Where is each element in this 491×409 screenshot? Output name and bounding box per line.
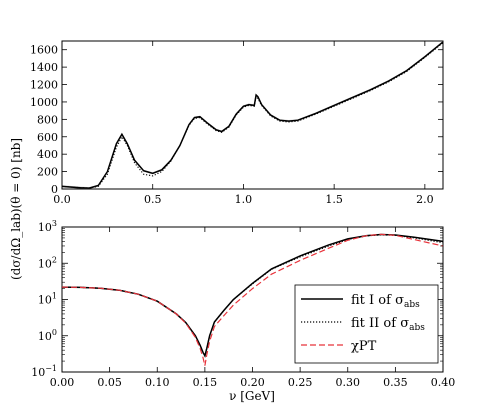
bottom-series-group [61, 233, 444, 366]
legend-label: fit I of σabs [351, 293, 420, 310]
top-x-tick-label: 1.0 [235, 193, 253, 206]
x-axis-title: ν [GeV] [229, 389, 275, 403]
bottom-y-tick-label: 10−1 [31, 364, 57, 379]
bottom-y-tick-label: 100 [38, 328, 57, 343]
bottom-y-tick-label: 103 [38, 219, 57, 234]
bottom-x-ticks: 0.00 0.05 0.10 0.15 0.20 0.25 0.30 0.35 0.40 [50, 227, 456, 389]
top-y-tick-label: 0 [51, 183, 58, 196]
top-y-tick-label: 200 [37, 166, 58, 179]
bottom-x-tick-label: 0.20 [240, 376, 265, 389]
top-y-tick-label: 1400 [30, 61, 58, 74]
bottom-x-tick-label: 0.05 [97, 376, 122, 389]
bottom-x-tick-label: 0.30 [336, 376, 361, 389]
top-y-tick-label: 1600 [30, 44, 58, 57]
bottom-y-tick-label: 101 [38, 292, 57, 307]
bottom-chart-panel: 0.00 0.05 0.10 0.15 0.20 0.25 0.30 0.35 0.40 10−… [31, 219, 455, 403]
bottom-y-tick-label: 102 [38, 255, 57, 270]
y-axis-title: (dσ/dΩ_lab)(θ = 0) [nb] [9, 138, 23, 280]
bottom-x-tick-label: 0.15 [193, 376, 218, 389]
top-series-solid-line [61, 41, 444, 189]
top-y-tick-label: 800 [37, 113, 58, 126]
top-chart-panel: 0.0 0.5 1.0 1.5 2.0 0 200 400 600 800 1000 1200 140… [30, 40, 444, 206]
top-uncertainty-band-group [62, 40, 443, 189]
top-x-tick-label: 0.0 [53, 193, 71, 206]
top-x-tick-label: 2.0 [416, 193, 434, 206]
bottom-x-tick-label: 0.00 [50, 376, 75, 389]
bottom-x-tick-label: 0.10 [145, 376, 170, 389]
top-uncertainty-band [62, 40, 443, 189]
legend-label: fit II of σabs [351, 316, 425, 333]
bottom-series-dashed-line [61, 233, 444, 366]
legend-label: χPT [351, 339, 377, 354]
bottom-x-tick-label: 0.40 [431, 376, 456, 389]
legend-box [294, 284, 439, 364]
legend: fit I of σabs fit II of σabs χPT [294, 284, 439, 364]
top-y-tick-label: 1200 [30, 79, 58, 92]
top-y-tick-label: 400 [37, 148, 58, 161]
bottom-x-tick-label: 0.25 [288, 376, 313, 389]
top-y-tick-label: 600 [37, 131, 58, 144]
top-plot-frame [61, 40, 444, 190]
top-x-ticks: 0.0 0.5 1.0 1.5 2.0 [53, 41, 434, 206]
bottom-y-ticks: 10−1 100 101 102 103 [31, 219, 443, 379]
top-y-tick-label: 1000 [30, 96, 58, 109]
top-x-tick-label: 1.5 [325, 193, 343, 206]
top-x-tick-label: 0.5 [144, 193, 162, 206]
bottom-x-tick-label: 0.35 [383, 376, 408, 389]
top-series-group [61, 41, 444, 189]
top-y-ticks: 0 200 400 600 800 1000 1200 1400 1600 [30, 44, 443, 196]
top-series-dotted-line [61, 42, 444, 189]
